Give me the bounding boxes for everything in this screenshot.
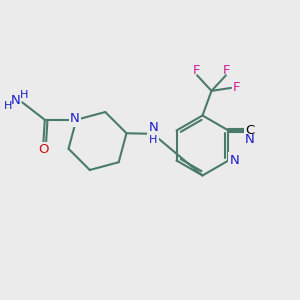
Text: N: N: [230, 154, 239, 167]
Text: N: N: [70, 112, 80, 125]
Text: H: H: [149, 135, 158, 146]
Text: H: H: [4, 101, 12, 111]
Text: F: F: [193, 64, 200, 77]
Text: N: N: [148, 121, 158, 134]
Text: F: F: [233, 81, 241, 94]
Text: H: H: [20, 91, 28, 100]
Text: N: N: [245, 133, 255, 146]
Text: N: N: [11, 94, 21, 107]
Text: C: C: [245, 124, 255, 137]
Text: O: O: [38, 143, 49, 156]
Text: F: F: [223, 64, 230, 77]
